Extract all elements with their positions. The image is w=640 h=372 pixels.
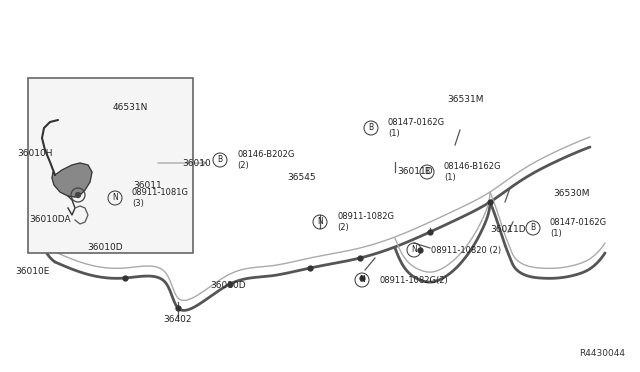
Text: 36010D: 36010D (87, 244, 123, 253)
Text: 36531M: 36531M (448, 96, 484, 105)
Text: 46531N: 46531N (112, 103, 148, 112)
Text: 36011: 36011 (134, 180, 163, 189)
Text: B: B (369, 124, 374, 132)
Text: 36010E: 36010E (15, 267, 49, 276)
Text: 08146-B162G
(1): 08146-B162G (1) (444, 162, 502, 182)
Text: 36011D: 36011D (397, 167, 433, 176)
Text: 08146-B202G
(2): 08146-B202G (2) (237, 150, 294, 170)
Text: 36010H: 36010H (17, 148, 52, 157)
Text: R4430044: R4430044 (579, 349, 625, 358)
Text: 08147-0162G
(1): 08147-0162G (1) (388, 118, 445, 138)
Text: 08911-1082G
(2): 08911-1082G (2) (337, 212, 394, 232)
Text: 36545: 36545 (288, 173, 316, 183)
Text: 36010DA: 36010DA (29, 215, 71, 224)
Text: 08911-1081G
(3): 08911-1081G (3) (132, 188, 189, 208)
Text: N: N (359, 276, 365, 285)
Text: N: N (411, 246, 417, 254)
Text: 36530M: 36530M (554, 189, 590, 198)
Text: 08911-10820 (2): 08911-10820 (2) (431, 246, 501, 254)
Text: B: B (218, 155, 223, 164)
Text: 08147-0162G
(1): 08147-0162G (1) (550, 218, 607, 238)
Text: B: B (424, 167, 429, 176)
Polygon shape (52, 163, 92, 197)
Text: 36010D: 36010D (210, 280, 246, 289)
Bar (28, 78, 193, 253)
Text: N: N (317, 218, 323, 227)
Text: 36010: 36010 (182, 158, 211, 167)
Text: 36011D: 36011D (490, 225, 526, 234)
Circle shape (76, 192, 81, 198)
Text: B: B (531, 224, 536, 232)
Text: N: N (112, 193, 118, 202)
Text: 08911-1082G(2): 08911-1082G(2) (379, 276, 448, 285)
Text: 36402: 36402 (164, 315, 192, 324)
